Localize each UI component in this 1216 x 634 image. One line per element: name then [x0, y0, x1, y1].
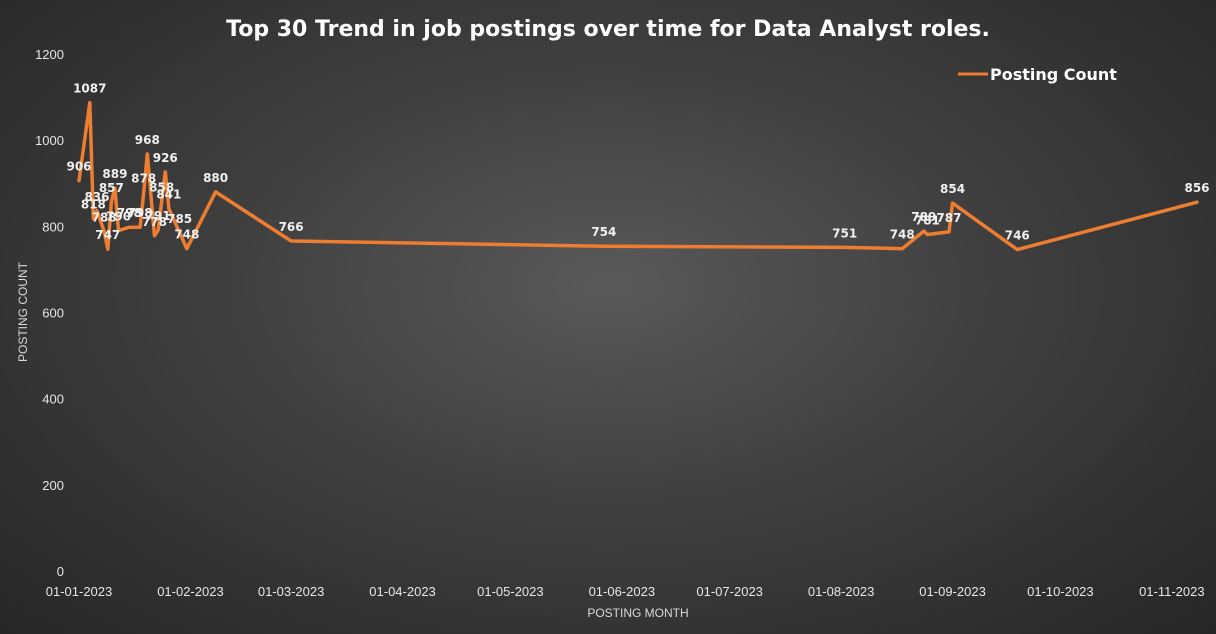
y-tick-label: 0 — [57, 564, 64, 579]
data-label: 856 — [1184, 181, 1209, 195]
data-label: 906 — [66, 160, 91, 174]
x-tick-label: 01-10-2023 — [1027, 584, 1094, 599]
data-label: 787 — [936, 211, 961, 225]
x-tick-label: 01-03-2023 — [258, 584, 325, 599]
y-tick-label: 400 — [42, 392, 64, 407]
x-tick-label: 01-08-2023 — [808, 584, 875, 599]
data-label: 798 — [128, 206, 153, 220]
x-axis: 01-01-2023 01-02-2023 01-03-2023 01-04-2023… — [46, 584, 1205, 599]
data-label: 789 — [911, 210, 936, 224]
x-tick-label: 01-07-2023 — [696, 584, 763, 599]
legend-label: Posting Count — [990, 65, 1117, 84]
x-tick-label: 01-09-2023 — [919, 584, 986, 599]
data-label: 754 — [591, 225, 616, 239]
x-tick-label: 01-05-2023 — [477, 584, 544, 599]
data-label: 889 — [102, 167, 127, 181]
x-tick-label: 01-04-2023 — [369, 584, 436, 599]
y-tick-label: 1000 — [35, 133, 64, 148]
x-tick-label: 01-01-2023 — [46, 584, 113, 599]
y-tick-label: 200 — [42, 478, 64, 493]
data-label: 785 — [167, 212, 192, 226]
data-label: 798 — [117, 206, 142, 220]
y-axis: 0 200 400 600 800 1000 1200 — [35, 47, 64, 579]
data-label: 878 — [131, 172, 156, 186]
data-label: 747 — [95, 228, 120, 242]
data-label: 857 — [99, 181, 124, 195]
y-tick-label: 800 — [42, 219, 64, 234]
y-tick-label: 600 — [42, 306, 64, 321]
data-label: 766 — [279, 220, 304, 234]
x-tick-label: 01-06-2023 — [589, 584, 656, 599]
data-label: 791 — [146, 209, 171, 223]
data-label: 748 — [174, 228, 199, 242]
series-layer — [77, 100, 1199, 252]
x-axis-title: POSTING MONTH — [587, 606, 688, 620]
legend: Posting Count — [958, 65, 1117, 84]
data-label: 778 — [142, 215, 167, 229]
chart-title: Top 30 Trend in job postings over time f… — [226, 17, 990, 42]
data-label: 1087 — [73, 82, 106, 96]
data-label: 880 — [203, 171, 228, 185]
y-tick-label: 1200 — [35, 47, 64, 62]
data-label: 968 — [135, 133, 160, 147]
data-label: 781 — [915, 214, 940, 228]
data-label: 746 — [1005, 229, 1030, 243]
y-axis-title: POSTING COUNT — [16, 261, 30, 362]
data-label: 858 — [149, 180, 174, 194]
x-tick-label: 01-11-2023 — [1139, 584, 1205, 599]
data-label: 854 — [940, 182, 965, 196]
data-label: 818 — [81, 198, 106, 212]
data-label: 836 — [84, 190, 109, 204]
data-label: 751 — [832, 226, 857, 240]
data-label: 790 — [106, 210, 131, 224]
x-tick-label: 01-02-2023 — [157, 584, 224, 599]
data-label: 748 — [890, 228, 915, 242]
series-line — [77, 100, 1199, 252]
data-label: 926 — [153, 151, 178, 165]
data-label: 788 — [92, 211, 117, 225]
data-label: 841 — [156, 188, 181, 202]
